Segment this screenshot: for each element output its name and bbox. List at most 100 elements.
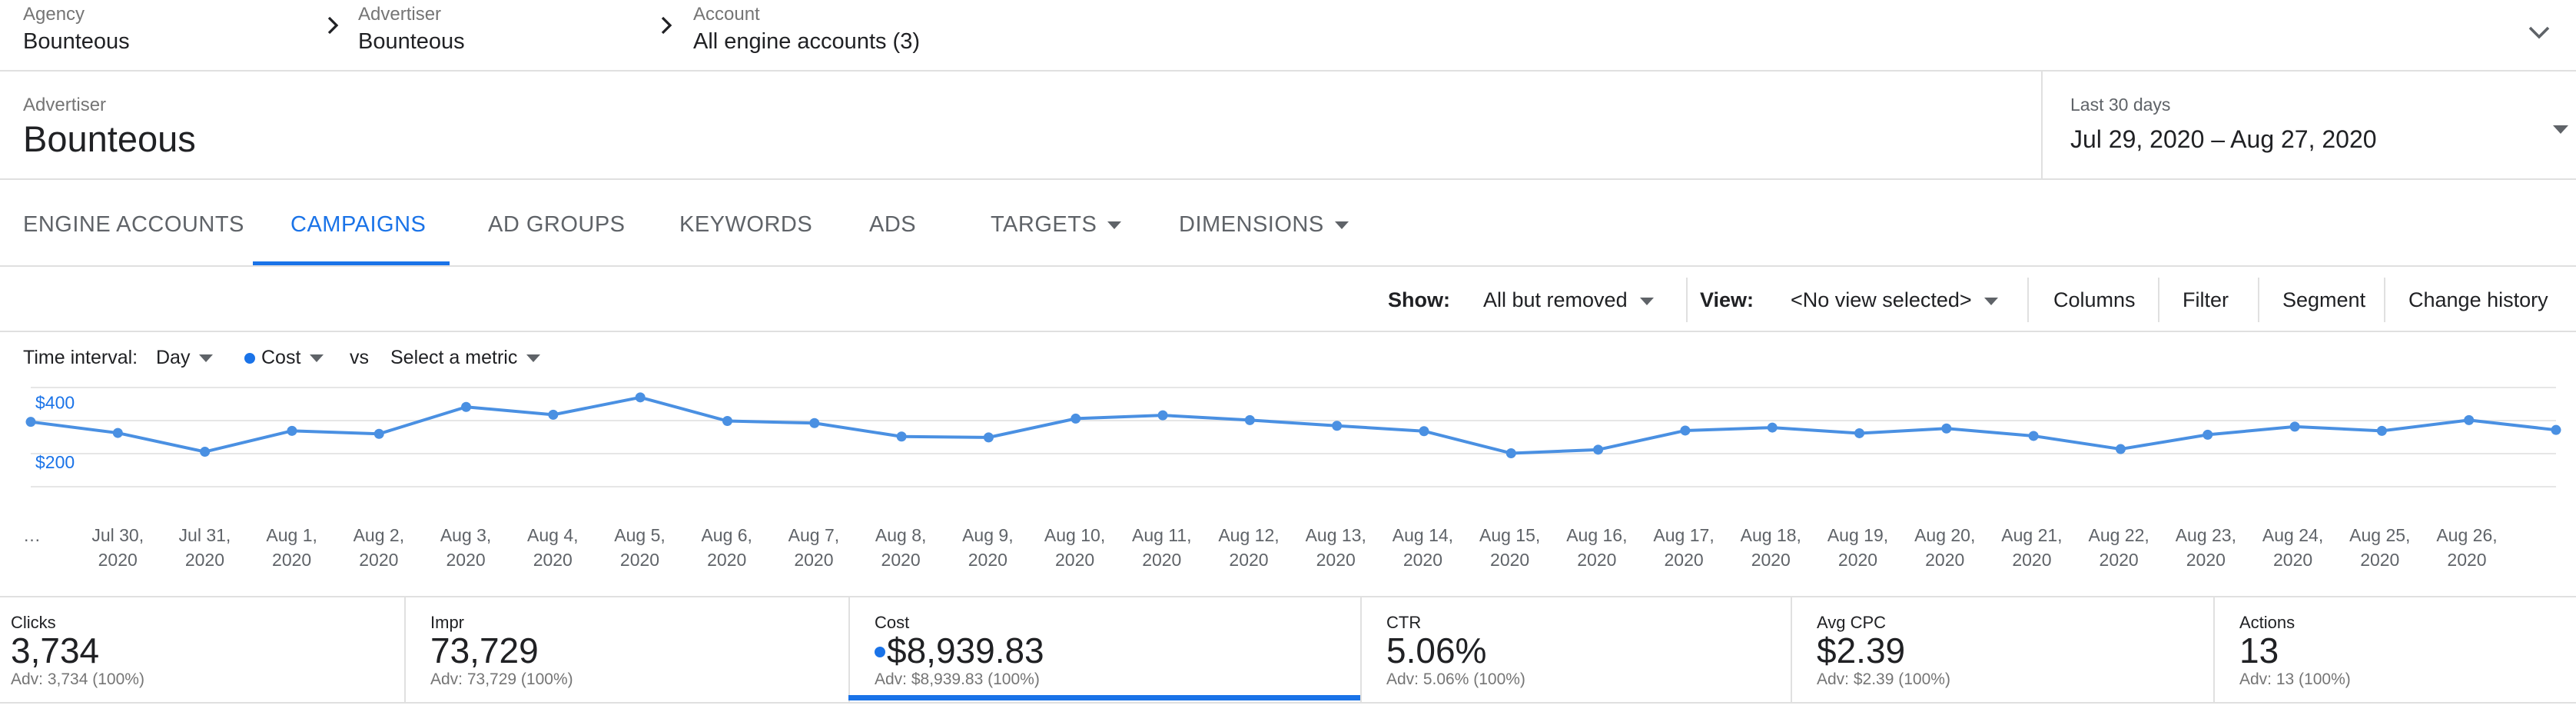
divider <box>2258 278 2259 322</box>
x-tick-label: 2020 <box>707 550 746 570</box>
tab-label: ENGINE ACCOUNTS <box>23 212 244 237</box>
breadcrumb-agency-label: Agency <box>23 4 85 25</box>
metric-label: CTR <box>1386 613 1422 632</box>
metric-clicks[interactable]: Clicks 3,734 Adv: 3,734 (100%) <box>0 597 404 702</box>
compare-metric-dropdown[interactable]: Select a metric <box>390 344 541 371</box>
data-point <box>25 417 36 428</box>
advertiser-header: Advertiser Bounteous Last 30 days Jul 29… <box>0 72 2576 180</box>
x-tick-label: Aug 23, <box>2176 525 2236 545</box>
metric-value: 13 <box>2239 630 2279 670</box>
data-point <box>373 428 384 439</box>
metric-value: $2.39 <box>1817 630 1906 670</box>
page-title: Bounteous <box>23 118 196 159</box>
divider <box>1360 597 1362 702</box>
metric-value: 5.06% <box>1386 630 1487 670</box>
data-point <box>1157 410 1168 421</box>
x-tick-label: 2020 <box>2273 550 2312 570</box>
data-point <box>2115 444 2126 454</box>
date-range-selector[interactable]: Last 30 days Jul 29, 2020 – Aug 27, 2020 <box>2041 72 2576 178</box>
segment-button[interactable]: Segment <box>2282 288 2366 311</box>
metric-adv: Adv: $2.39 (100%) <box>1817 670 1950 688</box>
active-tab-indicator <box>253 261 450 265</box>
chevron-down-icon[interactable] <box>2525 18 2553 46</box>
data-point <box>722 416 732 427</box>
metric-ctr[interactable]: CTR 5.06% Adv: 5.06% (100%) <box>1376 597 1791 702</box>
x-tick-label: 2020 <box>359 550 398 570</box>
series-line-cost <box>30 395 2557 455</box>
x-tick-label: 2020 <box>620 550 659 570</box>
x-tick-label: Aug 9, <box>962 525 1014 545</box>
breadcrumb-account-label: Account <box>693 4 760 25</box>
tab-ad-groups[interactable]: AD GROUPS <box>488 180 626 265</box>
metric-value: Cost <box>261 347 301 368</box>
metric-impr[interactable]: Impr 73,729 Adv: 73,729 (100%) <box>420 597 848 702</box>
x-tick-label: Aug 6, <box>701 525 752 545</box>
metric-dropdown[interactable]: Cost <box>244 344 324 371</box>
x-tick-label: 2020 <box>1751 550 1791 570</box>
data-point <box>1593 444 1604 455</box>
x-tick-label: 2020 <box>2360 550 2399 570</box>
divider <box>1686 278 1688 322</box>
x-tick-label: Aug 20, <box>1914 525 1975 545</box>
data-point <box>1767 422 1778 433</box>
tab-bar: ENGINE ACCOUNTS CAMPAIGNS AD GROUPS KEYW… <box>0 180 2576 267</box>
x-tick-label: Aug 22, <box>2088 525 2149 545</box>
x-tick-label: 2020 <box>185 550 224 570</box>
x-tick-label: Aug 21, <box>2001 525 2062 545</box>
data-point <box>287 425 297 436</box>
metric-avg-cpc[interactable]: Avg CPC $2.39 Adv: $2.39 (100%) <box>1806 597 2213 702</box>
metric-value: 3,734 <box>11 630 100 670</box>
show-dropdown[interactable]: All but removed <box>1483 267 1654 331</box>
tab-label: AD GROUPS <box>488 212 626 237</box>
breadcrumb-advertiser[interactable]: Advertiser Bounteous <box>358 3 465 57</box>
chevron-right-icon <box>661 16 672 35</box>
divider <box>2213 597 2215 702</box>
tab-label: CAMPAIGNS <box>290 212 427 237</box>
metrics-bar: Clicks 3,734 Adv: 3,734 (100%) Impr 73,7… <box>0 596 2576 704</box>
metric-actions[interactable]: Actions 13 Adv: 13 (100%) <box>2229 597 2576 702</box>
tab-targets[interactable]: TARGETS <box>991 180 1122 265</box>
data-point <box>461 401 472 412</box>
tab-dimensions[interactable]: DIMENSIONS <box>1179 180 1349 265</box>
x-tick-label: 2020 <box>2447 550 2486 570</box>
metric-label: Cost <box>875 613 910 632</box>
tab-keywords[interactable]: KEYWORDS <box>679 180 812 265</box>
tab-campaigns[interactable]: CAMPAIGNS <box>290 180 426 265</box>
x-tick-label: 2020 <box>533 550 573 570</box>
x-tick-label: 2020 <box>881 550 921 570</box>
data-point <box>1505 447 1516 458</box>
dropdown-arrow-icon <box>310 354 324 363</box>
change-history-button[interactable]: Change history <box>2408 288 2548 311</box>
metric-adv: Adv: 5.06% (100%) <box>1386 670 1525 688</box>
metric-adv: Adv: $8,939.83 (100%) <box>875 670 1040 688</box>
dropdown-arrow-icon <box>1334 221 1349 230</box>
x-tick-label: Aug 12, <box>1218 525 1279 545</box>
filter-button[interactable]: Filter <box>2183 288 2229 311</box>
data-point <box>2289 421 2300 432</box>
time-interval-dropdown[interactable]: Day <box>156 344 214 371</box>
breadcrumb: Agency Bounteous Advertiser Bounteous Ac… <box>0 0 2576 72</box>
data-point <box>2028 431 2039 441</box>
compare-metric-value: Select a metric <box>390 347 518 368</box>
view-dropdown[interactable]: <No view selected> <box>1791 267 1998 331</box>
x-tick-label: Aug 19, <box>1827 525 1888 545</box>
x-tick-label: Aug 3, <box>440 525 492 545</box>
x-tick-label: Jul 31, <box>179 525 231 545</box>
tab-engine-accounts[interactable]: ENGINE ACCOUNTS <box>23 180 244 265</box>
breadcrumb-account[interactable]: Account All engine accounts (3) <box>693 3 920 57</box>
tab-label: DIMENSIONS <box>1179 212 1324 237</box>
data-point <box>1680 425 1691 436</box>
breadcrumb-agency[interactable]: Agency Bounteous <box>23 3 130 57</box>
columns-button[interactable]: Columns <box>2053 288 2136 311</box>
data-point <box>2376 425 2387 436</box>
data-point <box>2464 414 2475 425</box>
x-tick-label: 2020 <box>272 550 311 570</box>
metric-cost[interactable]: Cost $8,939.83 Adv: $8,939.83 (100%) <box>864 597 1360 702</box>
tab-ads[interactable]: ADS <box>869 180 916 265</box>
x-tick-label: … <box>23 525 41 545</box>
metric-adv: Adv: 3,734 (100%) <box>11 670 144 688</box>
x-tick-label: Aug 10, <box>1044 525 1105 545</box>
series-dot-icon <box>244 353 255 364</box>
x-tick-label: Aug 13, <box>1306 525 1366 545</box>
divider <box>1791 597 1792 702</box>
